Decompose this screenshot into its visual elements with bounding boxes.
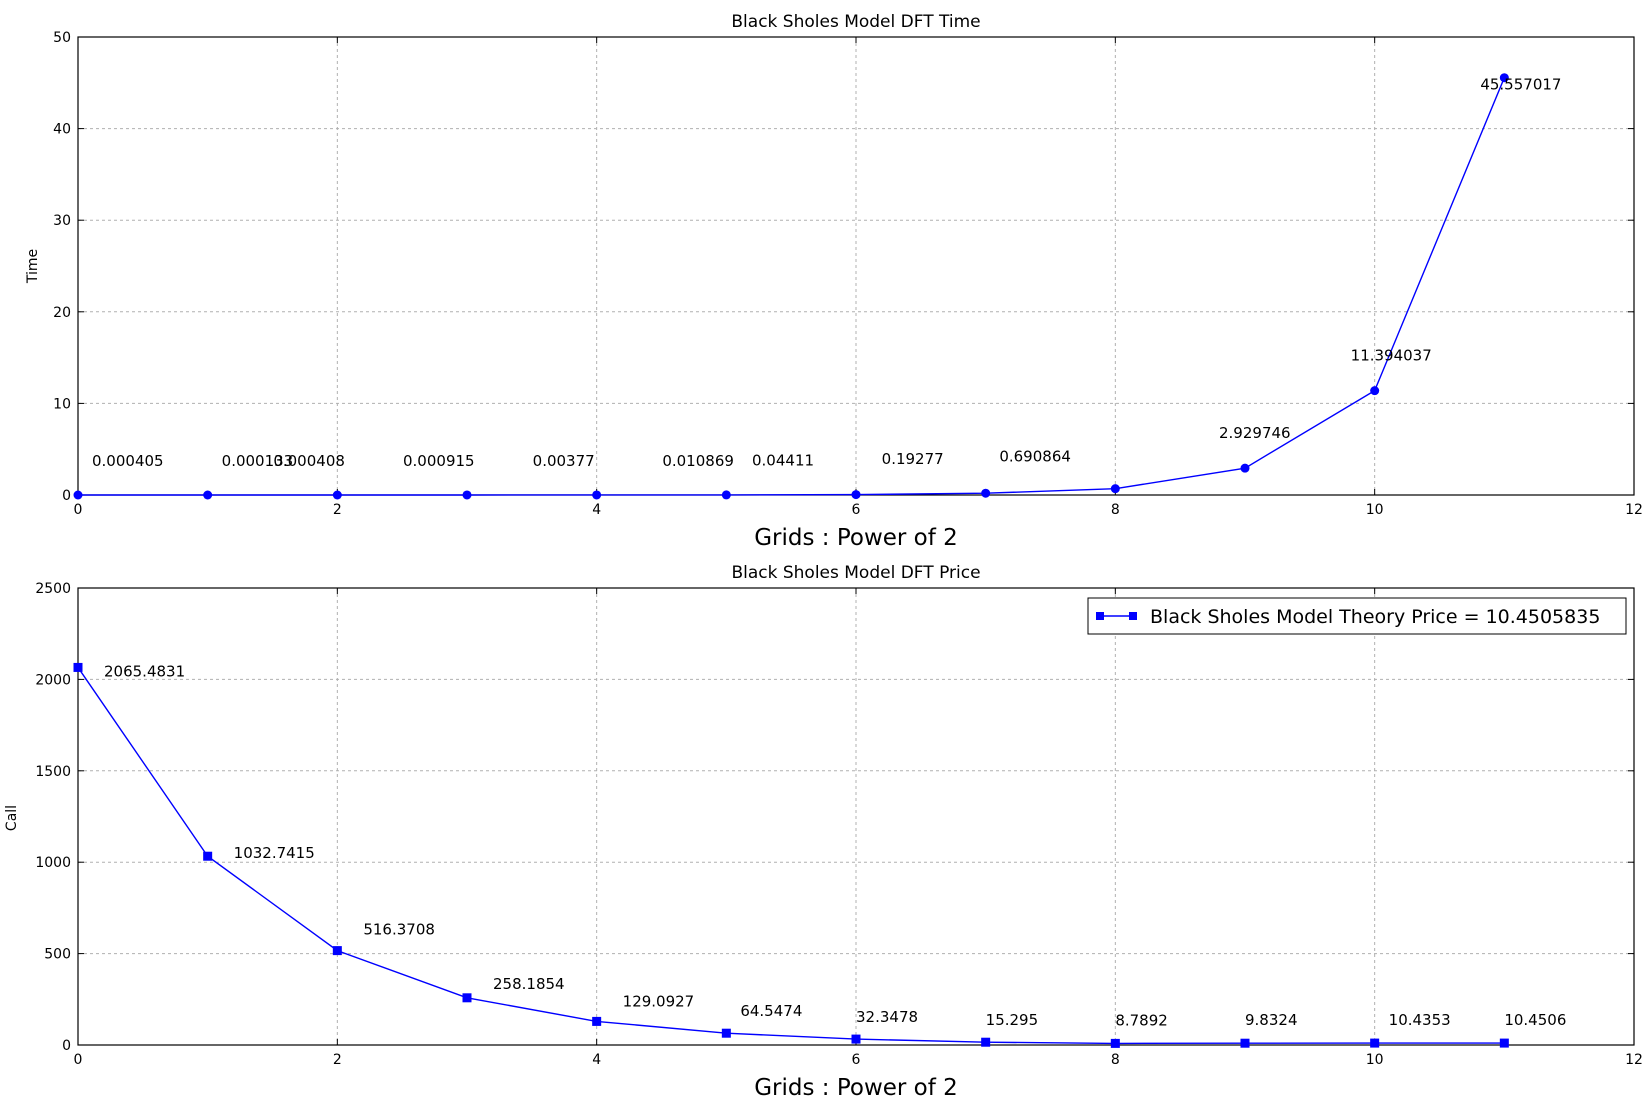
price-chart-data-point: [721, 1028, 731, 1038]
time-chart-data-label: 0.000408: [273, 452, 345, 470]
price-chart-legend: Black Sholes Model Theory Price = 10.450…: [1087, 597, 1627, 635]
legend-marker-left: [1096, 612, 1104, 620]
price-chart-data-point: [592, 1016, 602, 1026]
time-chart-data-label: 0.00377: [533, 452, 595, 470]
price-chart-x-tick-label: 8: [1111, 1052, 1120, 1068]
price-chart-data-label: 9.8324: [1245, 1011, 1298, 1029]
price-chart-y-tick-label: 0: [62, 1038, 71, 1054]
time-chart-data-label: 2.929746: [1219, 424, 1291, 442]
time-chart-data-point: [851, 490, 861, 500]
price-chart-data-label: 8.7892: [1115, 1011, 1168, 1029]
time-chart-data-label: 0.000915: [403, 452, 475, 470]
price-chart-data-label: 15.295: [986, 1011, 1039, 1029]
time-chart-data-point: [1110, 484, 1120, 494]
time-chart-x-tick-label: 10: [1366, 502, 1384, 518]
price-chart-x-tick-label: 6: [852, 1052, 861, 1068]
time-chart-data-point: [592, 490, 602, 500]
price-chart-title: Black Sholes Model DFT Price: [731, 563, 980, 583]
price-chart-data-label: 516.3708: [363, 921, 435, 939]
price-chart-y-axis-label: Call: [4, 805, 20, 831]
legend-label: Black Sholes Model Theory Price = 10.450…: [1150, 606, 1600, 628]
time-chart-data-point: [73, 490, 83, 500]
time-chart-data-label: 0.000405: [92, 452, 164, 470]
time-chart-data-point: [332, 490, 342, 500]
time-chart-y-axis-label: Time: [25, 249, 41, 284]
price-chart-y-tick-label: 1500: [35, 764, 71, 780]
price-chart-y-tick-label: 500: [44, 947, 71, 963]
price-chart-x-tick-label: 0: [74, 1052, 83, 1068]
time-chart-data-label: 11.394037: [1351, 347, 1432, 365]
price-chart-data-label: 1032.7415: [234, 844, 315, 862]
time-chart-x-tick-label: 4: [592, 502, 601, 518]
time-chart-x-axis-label: Grids : Power of 2: [754, 525, 958, 551]
price-chart-x-tick-label: 4: [592, 1052, 601, 1068]
time-chart-data-label: 0.010869: [662, 452, 734, 470]
price-chart-data-label: 129.0927: [623, 992, 695, 1010]
price-chart-data-point: [851, 1034, 861, 1044]
price-chart-data-point: [462, 993, 472, 1003]
time-chart-data-point: [203, 490, 213, 500]
time-chart-data-point: [721, 490, 731, 500]
time-chart-x-tick-label: 6: [852, 502, 861, 518]
time-chart-series-line: [77, 77, 1505, 496]
time-chart-x-tick-label: 0: [74, 502, 83, 518]
price-chart-data-point: [981, 1037, 991, 1047]
time-chart-y-tick-label: 0: [62, 488, 71, 504]
time-chart-y-tick-label: 40: [53, 122, 71, 138]
time-chart-data-label: 0.19277: [882, 450, 944, 468]
time-chart-y-tick-label: 50: [53, 30, 71, 46]
time-chart-data-point: [1240, 463, 1250, 473]
price-chart-data-point: [1240, 1038, 1250, 1048]
price-chart-data-point: [203, 851, 213, 861]
price-chart-data-label: 32.3478: [856, 1008, 918, 1026]
time-chart-x-tick-label: 12: [1625, 502, 1643, 518]
time-chart-data-point: [1370, 386, 1380, 396]
time-chart-title: Black Sholes Model DFT Time: [731, 12, 980, 32]
time-chart-y-tick-label: 10: [53, 396, 71, 412]
price-chart-data-point: [1499, 1038, 1509, 1048]
time-chart-x-tick-label: 8: [1111, 502, 1120, 518]
price-chart-x-tick-label: 12: [1625, 1052, 1643, 1068]
time-chart-data-label: 45.557017: [1480, 76, 1561, 94]
price-chart-data-label: 10.4353: [1389, 1011, 1451, 1029]
price-chart-data-label: 258.1854: [493, 975, 565, 993]
price-chart-data-point: [1110, 1038, 1120, 1048]
price-chart-data-point: [1370, 1038, 1380, 1048]
price-chart-x-tick-label: 10: [1366, 1052, 1384, 1068]
price-chart-y-tick-label: 2500: [35, 581, 71, 597]
time-chart-x-tick-label: 2: [333, 502, 342, 518]
time-chart-data-point: [462, 490, 472, 500]
time-chart-data-point: [981, 488, 991, 498]
price-chart-x-axis-label: Grids : Power of 2: [754, 1075, 958, 1101]
price-chart-data-point: [332, 946, 342, 956]
price-chart-data-label: 10.4506: [1504, 1011, 1566, 1029]
price-chart: Black Sholes Model DFT Price Grids : Pow…: [4, 563, 1643, 1101]
time-chart-data-label: 0.04411: [752, 452, 814, 470]
price-chart-data-point: [73, 662, 83, 672]
price-chart-y-tick-label: 2000: [35, 672, 71, 688]
time-chart-y-tick-label: 30: [53, 213, 71, 229]
time-chart-data-point: [1499, 73, 1509, 83]
price-chart-y-tick-label: 1000: [35, 855, 71, 871]
price-chart-series-line: [77, 667, 1505, 1045]
legend-box: [1087, 597, 1627, 635]
time-chart-data-label: 0.690864: [999, 448, 1071, 466]
time-chart: Black Sholes Model DFT Time Grids : Powe…: [25, 12, 1643, 551]
price-chart-data-label: 2065.4831: [104, 662, 185, 680]
time-chart-data-label: 0.000133: [222, 452, 294, 470]
price-chart-x-tick-label: 2: [333, 1052, 342, 1068]
legend-marker-right: [1129, 612, 1137, 620]
time-chart-y-tick-label: 20: [53, 305, 71, 321]
price-chart-data-label: 64.5474: [740, 1002, 802, 1020]
